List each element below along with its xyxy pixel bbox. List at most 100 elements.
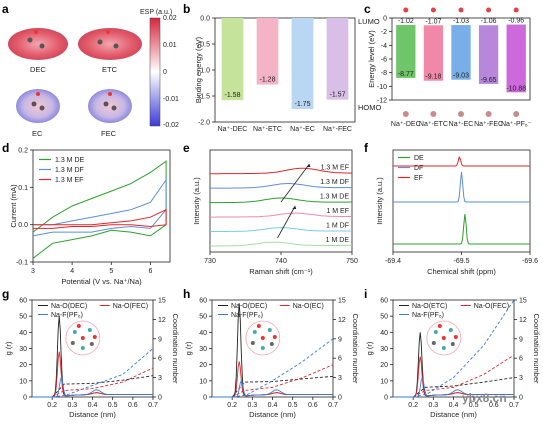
- atom-icon: [72, 330, 77, 334]
- annotation-lumo: LUMO: [358, 17, 380, 26]
- molecule-label-ec: EC: [32, 129, 43, 138]
- y-tick-label: 0: [203, 395, 207, 402]
- y-tick-label: 0.2: [18, 148, 28, 155]
- y-right-tick-label: 9: [338, 336, 342, 343]
- molecule-label-dec: DEC: [30, 65, 46, 74]
- energy-bar: [423, 25, 444, 81]
- y-right-axis-label: Coordination number: [171, 313, 180, 384]
- atom-icon: [448, 328, 453, 332]
- x-tick-label: 6: [148, 268, 152, 275]
- orbital-icon: [513, 7, 519, 13]
- y-tick-label: -0.5: [198, 42, 210, 49]
- atom-icon: [76, 324, 81, 328]
- panel-letter-a: a: [2, 2, 9, 16]
- series-label: 1 M DE: [326, 237, 350, 244]
- chart-f: -69.4 -69.5 -69.6 DE DF EF Chemical shift (ppm…: [375, 149, 538, 276]
- coordination-line: [51, 375, 154, 398]
- coordination-line: [231, 375, 334, 398]
- x-tick-label: 0.6: [128, 402, 138, 409]
- y-right-tick-label: 6: [158, 356, 162, 363]
- y-tick-label: -8: [381, 70, 387, 77]
- series-line: [393, 213, 530, 245]
- colorbar-tick: 0.01: [163, 42, 177, 49]
- y-axis-label: g (r): [4, 341, 13, 355]
- panel-letter-d: d: [2, 141, 9, 155]
- y-tick-label: 40: [380, 330, 388, 337]
- y-right-tick-label: 12: [519, 317, 527, 324]
- category-label: Na⁺-ETC: [253, 126, 282, 133]
- homo-value-label: -9.18: [425, 74, 441, 81]
- atom-icon: [267, 328, 272, 332]
- legend-label: EF: [414, 175, 423, 182]
- category-label: Na⁺-ETC: [419, 121, 448, 128]
- legend-label: DE: [414, 155, 424, 162]
- series-line: [210, 197, 352, 204]
- x-tick-label: 0.2: [408, 402, 418, 409]
- x-axis-label: Chemical shift (ppm): [427, 267, 496, 276]
- solvation-shell-inset: [426, 320, 462, 356]
- y-tick-label: 0: [384, 395, 388, 402]
- panel-letter-e: e: [183, 141, 190, 155]
- chart-b: 0.0 -0.5 -1.0 -1.5 -2.0 -1.58 Na⁺-DEC -1.28 Na⁺-…: [194, 16, 356, 133]
- y-tick-label: -2.0: [198, 120, 210, 127]
- y-tick-label: 10: [19, 378, 27, 385]
- y-right-tick-label: 0: [519, 395, 523, 402]
- y-right-tick-label: 0: [158, 395, 162, 402]
- trend-arrow: [277, 205, 296, 239]
- orbital-icon: [403, 7, 409, 13]
- legend-label: Na-O(FEC): [474, 303, 509, 310]
- atom-icon: [80, 336, 85, 340]
- x-tick-label: 0.2: [47, 402, 57, 409]
- panel-letter-c: c: [364, 2, 371, 16]
- atom-icon: [250, 341, 255, 345]
- chart-e: 730 740 750 1.3 M EF 1.3 M DF 1.3 M DE 1 M EF 1…: [192, 149, 358, 276]
- y-tick-label: 40: [19, 330, 27, 337]
- series-line: [209, 183, 352, 189]
- solvation-shell-inset: [65, 320, 101, 356]
- x-tick-label: -69.5: [454, 258, 470, 265]
- x-tick-label: 750: [346, 258, 358, 265]
- legend-label: Na-F(PF₆): [412, 312, 444, 319]
- series-line: [210, 227, 352, 232]
- series-line: [32, 160, 167, 259]
- lumo-value-label: -0.96: [508, 18, 524, 25]
- y-right-axis-label: Coordination number: [351, 313, 360, 384]
- orbital-icon: [430, 7, 436, 13]
- y-tick-label: 0.0: [18, 222, 28, 229]
- y-right-tick-label: 3: [158, 375, 162, 382]
- x-tick-label: 0.3: [428, 402, 438, 409]
- molecule-etc: ETC: [78, 28, 142, 74]
- y-tick-label: 50: [380, 314, 388, 321]
- homo-value-label: -9.03: [453, 73, 469, 80]
- chart-d: 3 4 5 6 -0.1 0.0 0.1 0.2 1.3 M DE 1.3 M DF 1.3 M E…: [9, 148, 171, 286]
- y-tick-label: 30: [380, 346, 388, 353]
- y-right-tick-label: 9: [158, 336, 162, 343]
- orbital-icon: [402, 111, 409, 117]
- bar-value-label: -1.75: [295, 101, 311, 108]
- bar-value-label: -1.58: [225, 92, 241, 99]
- category-label: Na⁺-PF₆⁻: [501, 121, 532, 128]
- colorbar-title: ESP (a.u.): [140, 9, 172, 16]
- y-right-tick-label: 9: [519, 336, 523, 343]
- bar: [256, 18, 279, 85]
- y-right-tick-label: 6: [338, 356, 342, 363]
- x-tick-label: 0.3: [67, 402, 77, 409]
- atom-icon: [453, 335, 458, 339]
- rdf-line: [32, 376, 153, 398]
- y-axis-label: Binding energy (eV): [194, 36, 203, 103]
- orbital-icon: [430, 111, 437, 117]
- series-line: [210, 212, 352, 218]
- series-label: 1 M EF: [326, 208, 349, 215]
- legend-label: 1.3 M DF: [55, 167, 84, 174]
- category-label: Na⁺-FEC: [323, 126, 352, 133]
- molecule-label-etc: ETC: [102, 65, 118, 74]
- series-line: [32, 178, 167, 237]
- series-line: [33, 208, 167, 229]
- series-label: 1.3 M DE: [320, 194, 350, 201]
- bar: [326, 18, 349, 100]
- category-label: Na⁺-DEC: [218, 126, 248, 133]
- rdf-line: [32, 316, 153, 398]
- atom-icon: [450, 342, 455, 346]
- x-tick-label: 3: [31, 268, 35, 275]
